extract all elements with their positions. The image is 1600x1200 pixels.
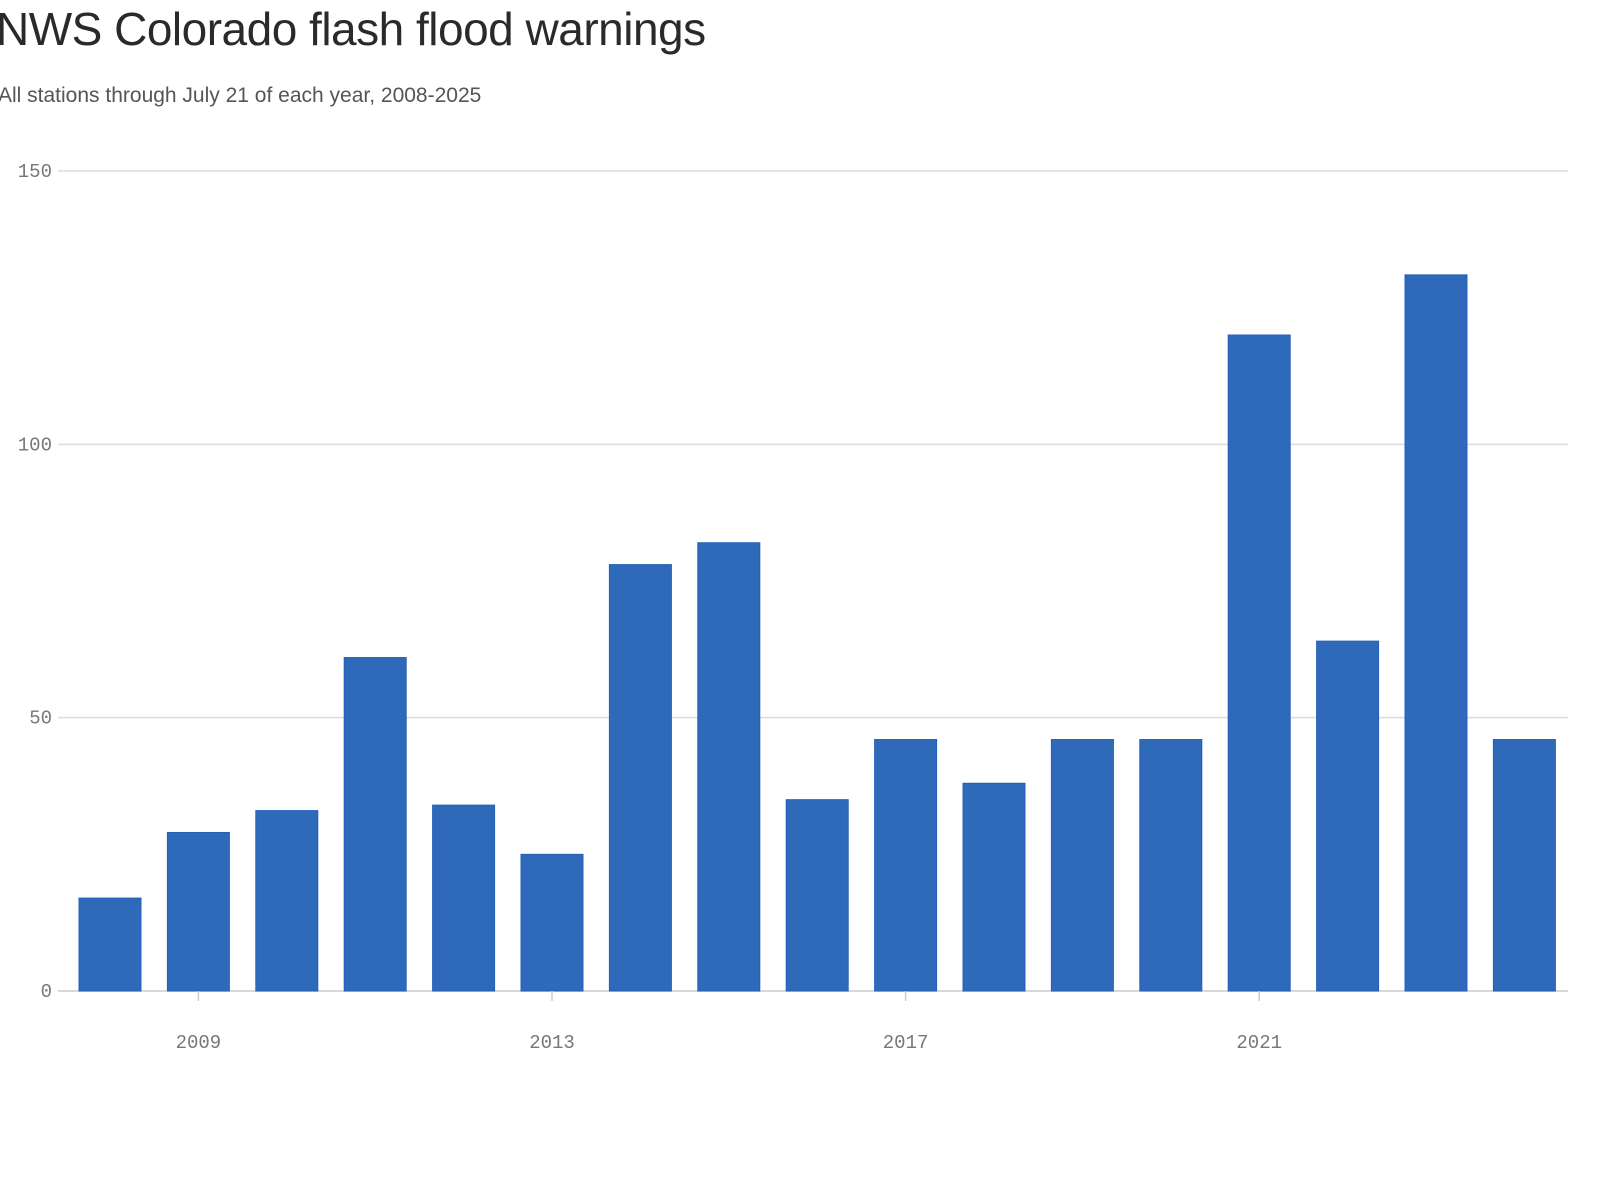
bar-2018: [962, 782, 1026, 992]
y-tick-label: 100: [18, 434, 52, 456]
y-tick-label: 150: [18, 161, 52, 183]
y-tick-label: 50: [29, 708, 52, 730]
x-tick-label: 2017: [883, 1032, 929, 1054]
bar-2013: [520, 853, 584, 992]
bar-2019: [1050, 739, 1114, 992]
x-tick-label: 2009: [176, 1032, 222, 1054]
chart-subtitle: All stations through July 21 of each yea…: [0, 84, 482, 107]
x-tick-label: 2021: [1236, 1032, 1282, 1054]
bar-2008: [78, 897, 142, 992]
bar-2011: [343, 657, 407, 992]
bar-2009: [166, 831, 230, 992]
bar-2021: [1227, 334, 1291, 992]
bar-2010: [255, 810, 319, 992]
bar-2016: [785, 799, 849, 992]
bar-2015: [697, 542, 761, 992]
bar-2014: [608, 564, 672, 992]
bar-2022: [1316, 640, 1380, 992]
y-tick-label: 0: [41, 981, 52, 1003]
bar-2017: [874, 739, 938, 992]
bar-2023: [1404, 274, 1468, 992]
x-tick-label: 2013: [529, 1032, 575, 1054]
chart-title: NWS Colorado flash flood warnings: [0, 3, 706, 55]
bar-2024: [1492, 739, 1556, 992]
bar-2012: [432, 804, 496, 992]
bar-2020: [1139, 739, 1203, 992]
